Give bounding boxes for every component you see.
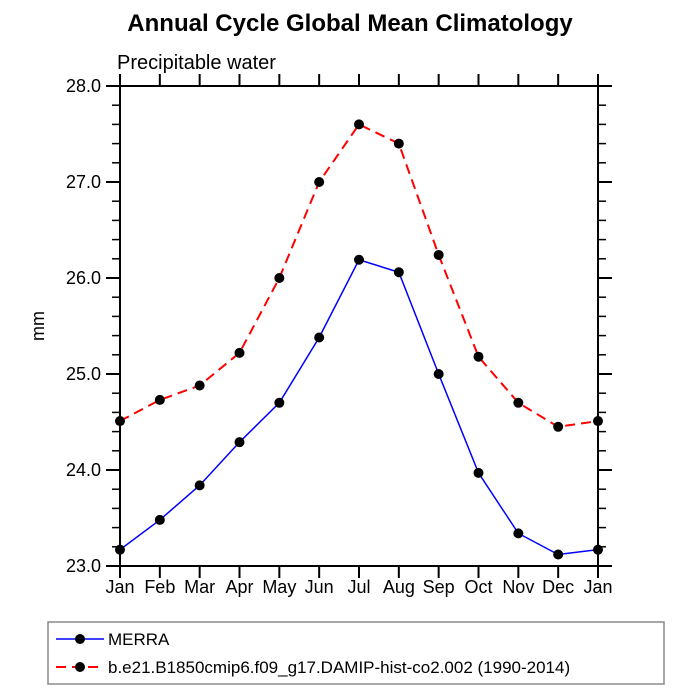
x-tick-label: Jan bbox=[105, 577, 134, 597]
y-tick-label: 26.0 bbox=[66, 268, 101, 288]
x-tick-label: Jun bbox=[305, 577, 334, 597]
x-tick-label: Feb bbox=[144, 577, 175, 597]
x-tick-label: Aug bbox=[383, 577, 415, 597]
legend-label-model: b.e21.B1850cmip6.f09_g17.DAMIP-hist-co2.… bbox=[108, 658, 570, 677]
legend-sample-marker-icon bbox=[75, 662, 85, 672]
data-point-marker-icon bbox=[513, 528, 524, 539]
data-point-marker-icon bbox=[433, 249, 444, 260]
x-tick-label: Apr bbox=[225, 577, 253, 597]
x-tick-label: Dec bbox=[542, 577, 574, 597]
data-point-marker-icon bbox=[234, 347, 245, 358]
data-point-marker-icon bbox=[593, 416, 603, 427]
data-point-marker-icon bbox=[194, 480, 205, 491]
data-point-marker-icon bbox=[473, 467, 484, 478]
chart-subtitle: Precipitable water bbox=[117, 52, 276, 74]
legend-row-model: b.e21.B1850cmip6.f09_g17.DAMIP-hist-co2.… bbox=[56, 658, 570, 677]
axes: Jan Feb Mar Apr May Jun Jul Aug Sep Oct Nov Dec Jan2… bbox=[66, 74, 613, 597]
x-tick-label: Mar bbox=[184, 577, 215, 597]
y-axis-label: mm bbox=[28, 311, 48, 341]
data-point-marker-icon bbox=[274, 273, 285, 283]
legend-sample-marker-icon bbox=[75, 634, 85, 644]
y-tick-label: 28.0 bbox=[66, 76, 101, 96]
legend-row-merra: MERRA bbox=[56, 630, 170, 649]
data-point-marker-icon bbox=[234, 437, 245, 448]
data-point-marker-icon bbox=[513, 397, 524, 408]
data-series bbox=[115, 119, 603, 560]
data-point-marker-icon bbox=[354, 119, 364, 130]
x-tick-label: Nov bbox=[502, 577, 534, 597]
y-tick-label: 25.0 bbox=[66, 364, 101, 384]
data-point-marker-icon bbox=[593, 544, 603, 555]
data-point-marker-icon bbox=[393, 267, 404, 278]
data-point-marker-icon bbox=[115, 416, 125, 427]
legend-label-merra: MERRA bbox=[108, 630, 170, 649]
x-tick-label: Jan bbox=[583, 577, 612, 597]
plot-frame bbox=[119, 85, 599, 567]
data-point-marker-icon bbox=[154, 514, 165, 525]
data-point-marker-icon bbox=[553, 549, 564, 560]
data-point-marker-icon bbox=[274, 397, 285, 408]
y-tick-label: 23.0 bbox=[66, 556, 101, 576]
data-point-marker-icon bbox=[314, 177, 325, 187]
data-point-marker-icon bbox=[154, 394, 165, 405]
data-point-marker-icon bbox=[314, 332, 325, 343]
y-tick-label: 24.0 bbox=[66, 460, 101, 480]
data-point-marker-icon bbox=[393, 138, 404, 149]
data-point-marker-icon bbox=[354, 254, 364, 265]
x-tick-label: Oct bbox=[464, 577, 492, 597]
data-point-marker-icon bbox=[433, 369, 444, 379]
chart-title: Annual Cycle Global Mean Climatology bbox=[127, 10, 573, 37]
legend-box bbox=[47, 621, 665, 685]
x-tick-label: Jul bbox=[347, 577, 370, 597]
x-tick-label: Sep bbox=[423, 577, 455, 597]
y-tick-label: 27.0 bbox=[66, 172, 101, 192]
data-point-marker-icon bbox=[473, 351, 484, 362]
series-line-1 bbox=[119, 123, 599, 428]
data-point-marker-icon bbox=[553, 421, 564, 432]
legend: MERRA b.e21.B1850cmip6.f09_g17.DAMIP-his… bbox=[47, 621, 665, 685]
x-tick-label: May bbox=[262, 577, 296, 597]
data-point-marker-icon bbox=[115, 544, 125, 555]
data-point-marker-icon bbox=[194, 380, 205, 391]
